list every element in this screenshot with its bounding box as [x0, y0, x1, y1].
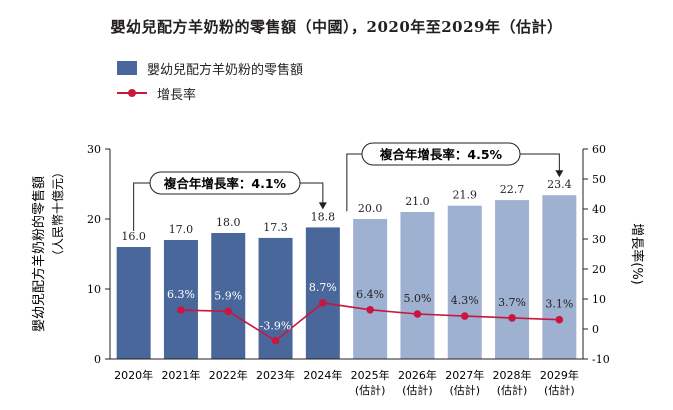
x-tick-sublabel: (估計) [402, 383, 433, 397]
bar-2028年 [495, 200, 530, 359]
right-tick-label: 0 [592, 323, 599, 336]
bar-value-label: 16.0 [121, 230, 146, 243]
bar-2029年 [542, 195, 577, 359]
cagr-arrow-icon [555, 170, 564, 178]
right-tick-label: 10 [592, 293, 606, 306]
bar-2024年 [305, 227, 340, 359]
growth-rate-label: 3.7% [498, 296, 526, 309]
bar-2027年 [447, 205, 482, 359]
bar-2021年 [163, 240, 198, 359]
bar-value-label: 17.3 [263, 221, 288, 234]
cagr-pill [149, 171, 301, 195]
x-tick-sublabel: (估計) [449, 383, 480, 397]
cagr-bracket-right [520, 153, 560, 172]
cagr-bracket-left [346, 153, 362, 212]
legend-label-growth-rate: 增長率 [157, 87, 197, 103]
cagr-label: 複合年增長率：4.5% [379, 147, 503, 162]
x-tick-sublabel: (估計) [497, 383, 528, 397]
x-tick-label: 2029年 [540, 368, 579, 382]
x-tick-label: 2028年 [493, 368, 532, 382]
growth-rate-label: 3.1% [545, 298, 573, 311]
cagr-label: 複合年增長率：4.1% [163, 176, 287, 191]
bar-value-label: 18.8 [311, 210, 336, 223]
x-tick-label: 2022年 [209, 368, 248, 382]
cagr-bracket-right [300, 182, 324, 204]
growth-rate-point-2029年 [555, 315, 564, 324]
x-tick-sublabel: (估計) [355, 383, 386, 397]
chart-title: 嬰幼兒配方羊奶粉的零售額（中國），2020年至2029年（估計） [110, 18, 563, 36]
left-axis-title: 嬰幼兒配方羊奶粉的零售額 [31, 176, 47, 332]
x-tick-label: 2021年 [161, 368, 200, 382]
left-tick-label: 20 [87, 213, 101, 226]
growth-rate-point-2022年 [224, 307, 233, 316]
right-tick-label: 40 [592, 203, 606, 216]
bar-value-label: 21.9 [453, 189, 478, 202]
right-tick-label: 20 [592, 263, 606, 276]
x-tick-label: 2025年 [351, 368, 390, 382]
bar-value-label: 17.0 [169, 223, 194, 236]
growth-rate-point-2027年 [460, 312, 469, 320]
growth-rate-label: 6.3% [167, 288, 195, 301]
bar-2026年 [400, 212, 435, 359]
legend-item-retail-sales: 嬰幼兒配方羊奶粉的零售額 [117, 59, 304, 78]
bar-value-label: 23.4 [547, 178, 572, 191]
bar-2022年 [211, 233, 246, 359]
x-tick-label: 2023年 [256, 368, 295, 382]
growth-rate-point-2021年 [177, 306, 185, 314]
growth-rate-label: 5.9% [214, 289, 242, 302]
right-tick-label: -10 [592, 353, 610, 366]
cagr-pill [361, 142, 521, 166]
growth-rate-point-2024年 [319, 299, 327, 307]
bar-value-label: 18.0 [216, 216, 241, 229]
legend-item-growth-rate: 增長率 [117, 84, 197, 103]
bar-value-label: 20.0 [358, 202, 383, 215]
x-tick-label: 2027年 [445, 368, 484, 382]
right-axis-title: 增長率(%) [629, 223, 645, 285]
right-tick-label: 60 [592, 143, 606, 156]
right-tick-label: 50 [592, 173, 606, 186]
growth-rate-point-2026年 [413, 310, 422, 318]
growth-rate-label: 4.3% [451, 294, 479, 307]
cagr-bracket-left [133, 182, 150, 231]
growth-rate-point-2023年 [271, 336, 280, 345]
left-tick-label: 0 [94, 353, 101, 366]
left-tick-label: 30 [87, 143, 101, 156]
growth-rate-label: 6.4% [356, 288, 384, 301]
x-tick-label: 2024年 [303, 368, 342, 382]
x-tick-sublabel: (估計) [544, 383, 575, 397]
legend-swatch-line [117, 86, 147, 100]
x-tick-label: 2020年 [114, 368, 153, 382]
cagr-arrow-icon [318, 202, 327, 210]
left-axis-subtitle: （人民幣十億元） [51, 166, 65, 262]
growth-rate-point-2025年 [366, 306, 374, 314]
bar-2025年 [353, 219, 388, 359]
left-tick-label: 10 [87, 283, 101, 296]
legend-swatch-bar [117, 61, 137, 75]
bar-value-label: 22.7 [500, 183, 525, 196]
growth-rate-point-2028年 [508, 314, 516, 322]
right-tick-label: 30 [592, 233, 606, 246]
growth-rate-label: -3.9% [260, 320, 292, 333]
growth-rate-label: 8.7% [309, 281, 337, 294]
legend-label-retail-sales: 嬰幼兒配方羊奶粉的零售額 [147, 62, 304, 78]
bar-2020年 [116, 247, 151, 359]
growth-rate-label: 5.0% [403, 292, 431, 305]
x-tick-label: 2026年 [398, 368, 437, 382]
bar-value-label: 21.0 [405, 195, 430, 208]
